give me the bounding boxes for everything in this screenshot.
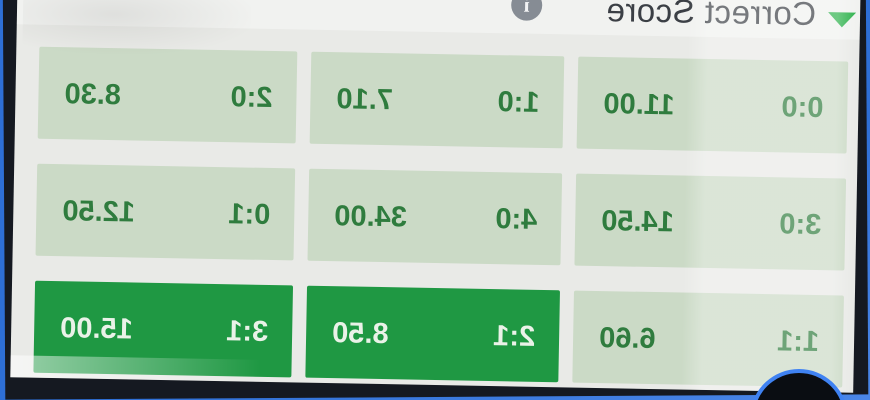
- odds-value: 15.00: [59, 312, 134, 346]
- odds-value: 14.50: [600, 205, 675, 239]
- mirrored-app-content: Correct Score i ★ 0:0 11.00 1:0 7.10 2:0: [10, 0, 860, 393]
- odds-value: 8.50: [331, 317, 389, 351]
- phone-screen: Correct Score i ★ 0:0 11.00 1:0 7.10 2:0: [10, 0, 861, 393]
- score-cell-2-0[interactable]: 2:0 8.30: [37, 46, 298, 144]
- score-cell-0-1[interactable]: 0:1 12.50: [35, 163, 296, 261]
- score-cell-3-1[interactable]: 3:1 15.00: [33, 280, 294, 378]
- star-glyph: ★: [99, 0, 145, 6]
- score-cell-4-0[interactable]: 4:0 34.00: [307, 168, 563, 266]
- odds-value: 8.30: [64, 78, 122, 112]
- odds-value: 11.00: [603, 88, 675, 122]
- odds-value: 7.10: [336, 83, 394, 117]
- odds-value: 12.50: [62, 195, 136, 229]
- score-label: 2:1: [492, 320, 536, 353]
- score-cell-3-0[interactable]: 3:0 14.50: [574, 173, 847, 271]
- score-label: 3:0: [779, 208, 822, 242]
- favorite-star-icon[interactable]: ★: [99, 0, 145, 6]
- score-cell-1-0[interactable]: 1:0 7.10: [309, 51, 565, 149]
- info-icon-glyph: i: [523, 0, 530, 17]
- score-label: 0:0: [781, 91, 824, 125]
- score-label: 2:0: [230, 81, 273, 114]
- odds-value: 6.60: [598, 322, 656, 356]
- score-cell-2-1[interactable]: 2:1 8.50: [305, 285, 560, 383]
- score-cell-0-0[interactable]: 0:0 11.00: [576, 56, 849, 154]
- correct-score-grid: 0:0 11.00 1:0 7.10 2:0 8.30 3:0 14.50 4:…: [33, 46, 849, 388]
- score-label: 4:0: [495, 203, 538, 236]
- score-label: 3:1: [225, 315, 269, 348]
- score-label: 1:1: [776, 325, 820, 359]
- collapse-triangle-icon[interactable]: [827, 12, 857, 28]
- market-title: Correct Score: [605, 0, 817, 32]
- odds-value: 34.00: [334, 200, 408, 234]
- score-label: 0:1: [228, 198, 271, 231]
- score-label: 1:0: [497, 86, 540, 119]
- info-icon[interactable]: i: [510, 0, 543, 21]
